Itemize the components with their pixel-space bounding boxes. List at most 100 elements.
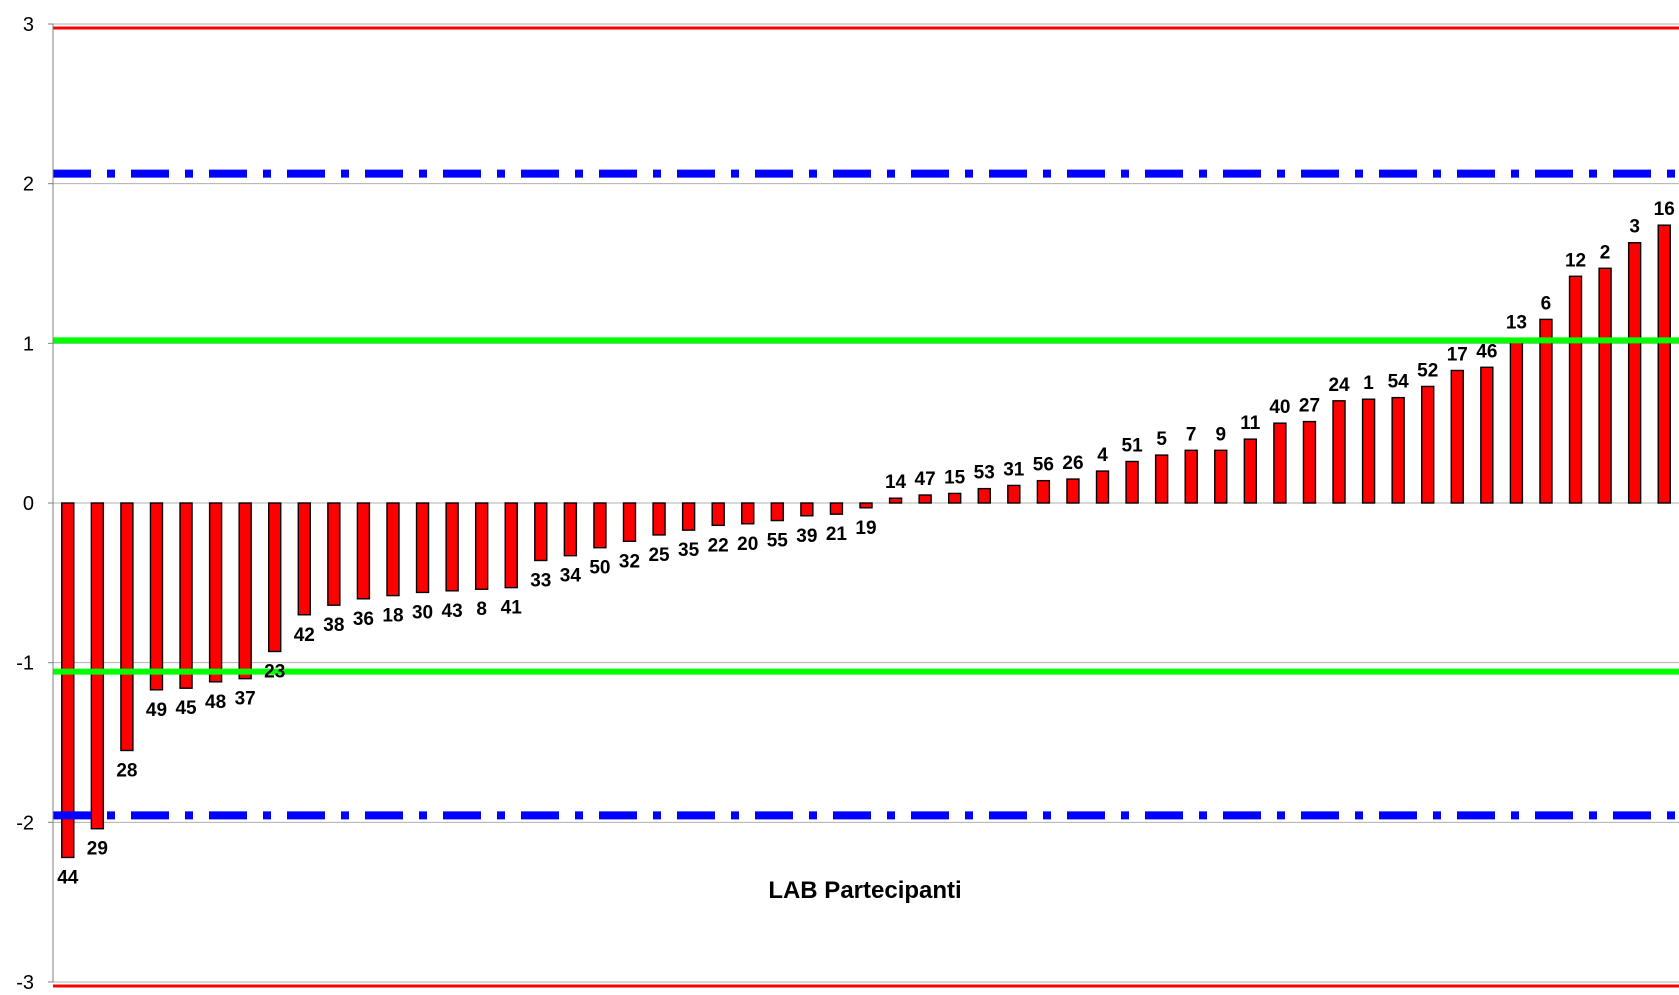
y-tick-label: 2 xyxy=(23,174,34,196)
bar-24 xyxy=(1332,400,1346,504)
y-tick-label: -1 xyxy=(16,653,34,675)
bar-26 xyxy=(1066,478,1080,504)
bar-42 xyxy=(297,502,311,616)
bar-label: 25 xyxy=(648,545,670,566)
y-axis-tick-labels: 3 2 1 0 -1 -2 -3 xyxy=(16,14,53,994)
bar-label: 38 xyxy=(323,615,344,636)
bar-17 xyxy=(1450,369,1464,504)
bar-label: 40 xyxy=(1269,397,1290,418)
bar-label: 26 xyxy=(1062,453,1083,474)
bar-label: 5 xyxy=(1156,429,1167,450)
bar-15 xyxy=(947,492,962,504)
bar-label: 2 xyxy=(1600,242,1611,263)
bar-51 xyxy=(1125,460,1139,504)
bar-8 xyxy=(474,502,489,590)
bar-53 xyxy=(977,487,991,504)
bar-label: 3 xyxy=(1629,217,1640,238)
bar-label: 39 xyxy=(796,526,817,547)
bar-label: 45 xyxy=(175,698,197,719)
bar-33 xyxy=(534,502,548,562)
bar-label: 44 xyxy=(57,867,79,888)
bar-21 xyxy=(829,502,844,515)
bar-52 xyxy=(1421,385,1435,504)
bar-43 xyxy=(445,502,459,592)
bar-label: 51 xyxy=(1122,435,1144,456)
bar-29 xyxy=(90,502,105,830)
bar-7 xyxy=(1184,449,1198,504)
bar-14 xyxy=(888,497,903,504)
bar-label: 18 xyxy=(382,606,403,627)
bar-label: 42 xyxy=(294,625,315,646)
reference-lines xyxy=(53,26,1679,988)
bar-5 xyxy=(1154,454,1169,504)
bar-label: 41 xyxy=(501,598,523,619)
bar-41 xyxy=(504,502,518,589)
bar-11 xyxy=(1243,438,1258,504)
bar-label: 34 xyxy=(560,566,582,587)
bar-label: 9 xyxy=(1215,424,1226,445)
bar-label: 31 xyxy=(1003,459,1025,480)
bar-40 xyxy=(1273,422,1287,504)
bar-label: 46 xyxy=(1476,341,1497,362)
bar-label: 48 xyxy=(205,692,226,713)
bar-label: 33 xyxy=(530,570,551,591)
bar-label: 28 xyxy=(116,760,137,781)
bar-label: 50 xyxy=(589,558,610,579)
bar-label: 20 xyxy=(737,534,758,555)
bar-label: 17 xyxy=(1447,344,1468,365)
bar-35 xyxy=(681,502,696,531)
bar-18 xyxy=(386,502,400,597)
bar-label: 13 xyxy=(1506,313,1527,334)
bar-48 xyxy=(208,502,223,683)
bar-label: 24 xyxy=(1328,375,1350,396)
bar-label: 23 xyxy=(264,661,285,682)
bars xyxy=(61,224,1671,859)
y-tick-label: -2 xyxy=(16,812,34,834)
bar-label: 36 xyxy=(353,609,374,630)
bar-30 xyxy=(415,502,430,594)
bar-45 xyxy=(179,502,193,689)
bar-28 xyxy=(120,502,134,752)
bar-12 xyxy=(1568,275,1583,504)
bar-label: 47 xyxy=(915,469,936,490)
bar-label: 21 xyxy=(826,524,848,545)
bar-38 xyxy=(327,502,341,606)
bar-54 xyxy=(1391,396,1405,504)
bar-37 xyxy=(238,502,252,680)
bar-47 xyxy=(918,494,932,504)
bar-label: 4 xyxy=(1097,445,1108,466)
bar-31 xyxy=(1007,484,1021,504)
bar-36 xyxy=(356,502,371,600)
bar-label: 53 xyxy=(974,463,995,484)
bar-label: 8 xyxy=(476,599,487,620)
bar-label: 6 xyxy=(1541,293,1552,314)
bar-55 xyxy=(770,502,785,522)
bar-50 xyxy=(593,502,607,549)
bar-label: 32 xyxy=(619,551,640,572)
bar-label: 19 xyxy=(855,518,876,539)
bar-label: 37 xyxy=(235,689,256,710)
bar-32 xyxy=(622,502,637,543)
bar-label: 14 xyxy=(885,472,907,493)
bar-13 xyxy=(1509,337,1524,504)
bar-label: 49 xyxy=(146,700,167,721)
bar-16 xyxy=(1657,224,1671,504)
bar-49 xyxy=(149,502,164,691)
bar-label: 1 xyxy=(1363,373,1374,394)
bar-27 xyxy=(1302,420,1317,504)
bar-4 xyxy=(1095,470,1110,504)
bar-25 xyxy=(652,502,666,536)
bar-19 xyxy=(859,502,873,509)
y-tick-label: 3 xyxy=(23,14,34,36)
bar-44 xyxy=(61,502,75,859)
y-tick-label: 1 xyxy=(23,333,34,355)
bar-label: 12 xyxy=(1565,250,1586,271)
y-tick-label: -3 xyxy=(16,972,34,994)
bar-39 xyxy=(800,502,814,517)
bar-label: 30 xyxy=(412,602,433,623)
bar-label: 29 xyxy=(87,839,108,860)
bar-label: 52 xyxy=(1417,360,1438,381)
bar-label: 27 xyxy=(1299,396,1320,417)
